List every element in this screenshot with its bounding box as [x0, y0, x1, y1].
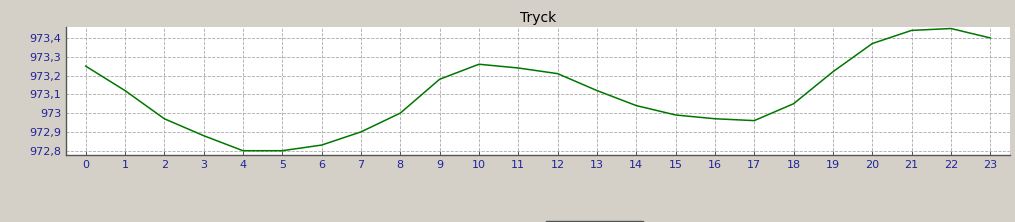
Title: Tryck: Tryck	[520, 12, 556, 26]
Legend: — 100,0m -: — 100,0m -	[545, 221, 645, 222]
